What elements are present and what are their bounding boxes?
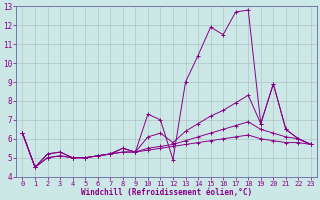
X-axis label: Windchill (Refroidissement éolien,°C): Windchill (Refroidissement éolien,°C) bbox=[81, 188, 252, 197]
